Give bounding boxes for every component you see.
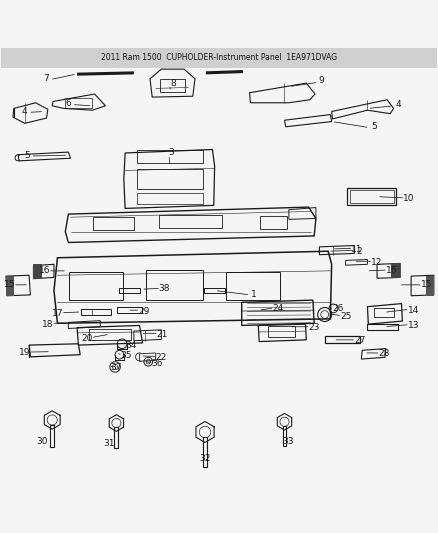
Bar xyxy=(203,437,208,467)
Bar xyxy=(119,288,140,293)
Text: 36: 36 xyxy=(151,359,163,368)
Text: 20: 20 xyxy=(81,334,93,343)
Text: 16: 16 xyxy=(39,266,50,276)
Text: 14: 14 xyxy=(408,305,419,314)
Bar xyxy=(50,425,54,447)
Text: 2: 2 xyxy=(356,247,361,256)
Bar xyxy=(1,48,437,68)
Text: 23: 23 xyxy=(308,323,320,332)
Text: 38: 38 xyxy=(159,284,170,293)
Bar xyxy=(367,324,399,330)
Text: 16: 16 xyxy=(386,266,397,276)
Bar xyxy=(114,427,118,448)
Bar xyxy=(350,190,394,203)
Bar xyxy=(347,188,396,205)
Text: 7: 7 xyxy=(44,74,49,83)
Bar xyxy=(138,193,203,204)
Bar xyxy=(268,326,295,336)
Bar xyxy=(138,169,203,189)
Bar xyxy=(260,216,287,229)
Text: 6: 6 xyxy=(66,99,71,108)
Text: 19: 19 xyxy=(19,349,31,358)
Bar xyxy=(159,215,222,228)
Polygon shape xyxy=(206,70,243,75)
Bar xyxy=(226,272,280,300)
Text: 25: 25 xyxy=(340,312,351,321)
Text: 32: 32 xyxy=(199,454,211,463)
Text: 34: 34 xyxy=(125,342,137,351)
Polygon shape xyxy=(6,276,14,296)
Text: 29: 29 xyxy=(138,306,150,316)
Text: 18: 18 xyxy=(42,320,53,329)
Text: 1: 1 xyxy=(251,290,257,300)
Bar xyxy=(89,329,131,340)
Text: 11: 11 xyxy=(351,245,362,254)
Text: 10: 10 xyxy=(403,195,415,203)
Polygon shape xyxy=(33,264,42,279)
Text: 21: 21 xyxy=(156,330,168,338)
Text: 37: 37 xyxy=(111,364,122,372)
Bar xyxy=(69,272,123,300)
Text: 33: 33 xyxy=(282,437,294,446)
Text: 15: 15 xyxy=(4,280,15,289)
Bar xyxy=(204,288,225,293)
Text: 31: 31 xyxy=(103,439,115,448)
Text: 8: 8 xyxy=(170,79,176,87)
Text: 9: 9 xyxy=(319,76,325,85)
Polygon shape xyxy=(426,276,434,296)
Bar xyxy=(138,150,203,163)
Text: 4: 4 xyxy=(395,100,401,109)
Bar xyxy=(283,426,286,446)
Text: 28: 28 xyxy=(378,349,390,358)
Polygon shape xyxy=(392,263,400,278)
Text: 5: 5 xyxy=(371,122,377,131)
Text: 30: 30 xyxy=(36,437,48,446)
Bar xyxy=(374,309,394,317)
Text: 12: 12 xyxy=(371,257,382,266)
Bar xyxy=(146,270,203,300)
Text: 3: 3 xyxy=(168,149,174,157)
Text: 4: 4 xyxy=(22,107,28,116)
Bar xyxy=(159,79,185,92)
Text: 26: 26 xyxy=(332,304,343,313)
Polygon shape xyxy=(77,71,134,76)
Bar xyxy=(92,217,134,230)
Text: 22: 22 xyxy=(156,353,167,362)
Text: 35: 35 xyxy=(121,351,132,360)
Bar xyxy=(325,336,360,343)
Text: 24: 24 xyxy=(272,304,283,313)
Bar xyxy=(65,98,92,108)
Text: 27: 27 xyxy=(354,336,365,345)
Text: 13: 13 xyxy=(407,321,419,330)
Bar xyxy=(81,309,111,315)
Text: 17: 17 xyxy=(52,309,63,318)
Text: 15: 15 xyxy=(420,280,432,289)
Text: 5: 5 xyxy=(24,151,30,160)
Bar xyxy=(117,308,142,313)
Text: 2011 Ram 1500  CUPHOLDER-Instrument Panel  1EA971DVAG: 2011 Ram 1500 CUPHOLDER-Instrument Panel… xyxy=(101,53,337,62)
